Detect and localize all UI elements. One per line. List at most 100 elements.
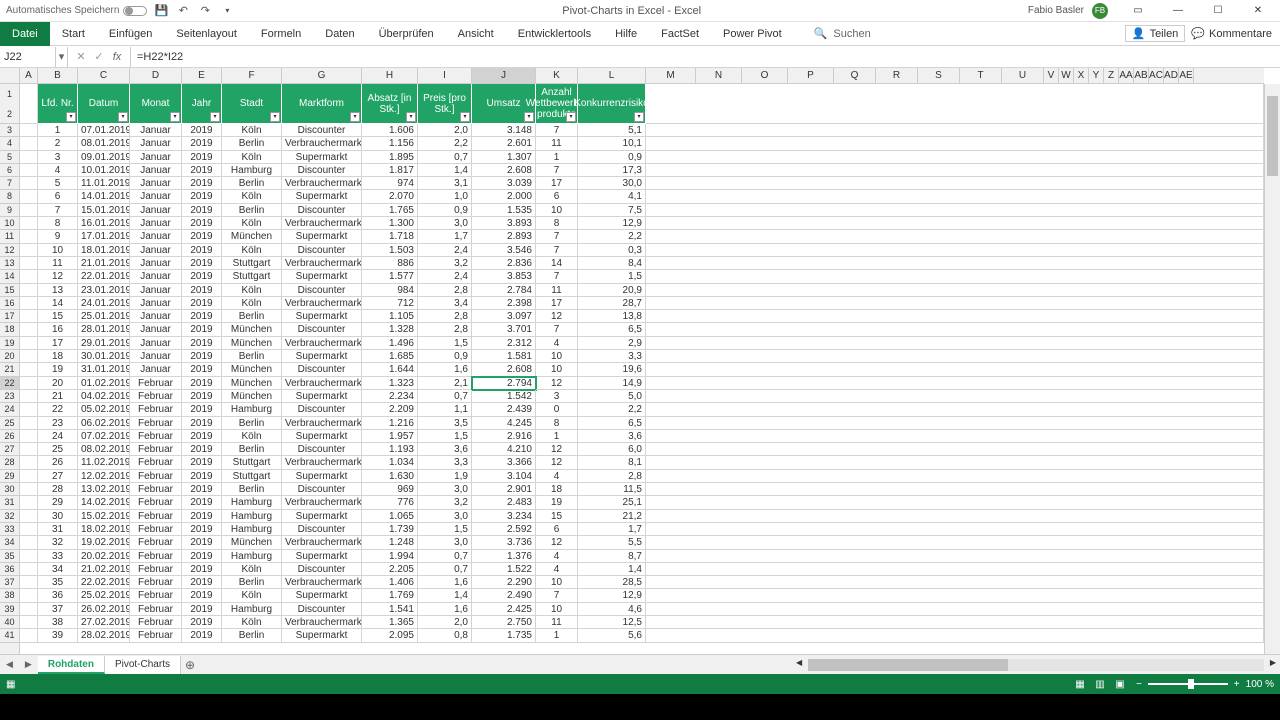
- cell[interactable]: 7: [536, 164, 578, 177]
- cell[interactable]: 28,5: [578, 576, 646, 589]
- cell[interactable]: 2019: [182, 363, 222, 376]
- cell[interactable]: 28.02.2019: [78, 629, 130, 642]
- cell[interactable]: 19.02.2019: [78, 536, 130, 549]
- cell[interactable]: Discounter: [282, 523, 362, 536]
- cell[interactable]: 8: [38, 217, 78, 230]
- cell[interactable]: Köln: [222, 616, 282, 629]
- cell[interactable]: 06.02.2019: [78, 417, 130, 430]
- cell[interactable]: 26: [38, 456, 78, 469]
- cell[interactable]: Supermarkt: [282, 430, 362, 443]
- table-row[interactable]: 1628.01.2019Januar2019MünchenDiscounter1…: [20, 323, 1264, 336]
- cell[interactable]: 2019: [182, 190, 222, 203]
- cell[interactable]: 14.02.2019: [78, 496, 130, 509]
- column-header-F[interactable]: F: [222, 68, 282, 83]
- cell[interactable]: 2019: [182, 390, 222, 403]
- cell[interactable]: 1,4: [578, 563, 646, 576]
- table-header-2[interactable]: Monat▾: [130, 84, 182, 124]
- cell[interactable]: Januar: [130, 124, 182, 137]
- cell[interactable]: Köln: [222, 430, 282, 443]
- cell[interactable]: 2019: [182, 417, 222, 430]
- cell[interactable]: Discounter: [282, 204, 362, 217]
- cell[interactable]: 0,7: [418, 563, 472, 576]
- cell[interactable]: 2019: [182, 350, 222, 363]
- cell[interactable]: 12,9: [578, 217, 646, 230]
- cell[interactable]: 1.522: [472, 563, 536, 576]
- cell[interactable]: 28.01.2019: [78, 323, 130, 336]
- column-header-Q[interactable]: Q: [834, 68, 876, 83]
- cell[interactable]: 19: [38, 363, 78, 376]
- cell[interactable]: 1,9: [418, 470, 472, 483]
- cell[interactable]: 1.248: [362, 536, 418, 549]
- filter-icon[interactable]: ▾: [170, 112, 180, 122]
- cell[interactable]: 1,4: [418, 164, 472, 177]
- table-row[interactable]: 2205.02.2019Februar2019HamburgDiscounter…: [20, 403, 1264, 416]
- ribbon-tab-power pivot[interactable]: Power Pivot: [711, 22, 794, 46]
- cell[interactable]: 12,5: [578, 616, 646, 629]
- filter-icon[interactable]: ▾: [406, 112, 416, 122]
- cell[interactable]: Köln: [222, 297, 282, 310]
- cell[interactable]: 11: [536, 284, 578, 297]
- cell[interactable]: 3.366: [472, 456, 536, 469]
- cell[interactable]: 1.216: [362, 417, 418, 430]
- column-header-T[interactable]: T: [960, 68, 1002, 83]
- cell[interactable]: 12.02.2019: [78, 470, 130, 483]
- cell[interactable]: 3,0: [418, 217, 472, 230]
- cell[interactable]: 1.957: [362, 430, 418, 443]
- cell[interactable]: 3,3: [418, 456, 472, 469]
- cell[interactable]: 2.000: [472, 190, 536, 203]
- cell[interactable]: 712: [362, 297, 418, 310]
- cell[interactable]: 2.398: [472, 297, 536, 310]
- cell[interactable]: 12: [38, 270, 78, 283]
- cell[interactable]: 11: [536, 137, 578, 150]
- row-header-33[interactable]: 33: [0, 523, 19, 536]
- cell[interactable]: 2019: [182, 430, 222, 443]
- cell[interactable]: 25.01.2019: [78, 310, 130, 323]
- comments-button[interactable]: 💬 Kommentare: [1191, 27, 1272, 40]
- cell[interactable]: 37: [38, 603, 78, 616]
- cell[interactable]: 8,7: [578, 550, 646, 563]
- cell[interactable]: 1.994: [362, 550, 418, 563]
- cell[interactable]: 31.01.2019: [78, 363, 130, 376]
- cell[interactable]: Januar: [130, 310, 182, 323]
- cell[interactable]: 28: [38, 483, 78, 496]
- cell[interactable]: 12: [536, 377, 578, 390]
- cell[interactable]: Januar: [130, 270, 182, 283]
- cell[interactable]: 2019: [182, 164, 222, 177]
- table-header-1[interactable]: Datum▾: [78, 84, 130, 124]
- row-header-26[interactable]: 26: [0, 430, 19, 443]
- cell[interactable]: 1.034: [362, 456, 418, 469]
- cell[interactable]: Hamburg: [222, 523, 282, 536]
- cell[interactable]: 18: [38, 350, 78, 363]
- cells-area[interactable]: Lfd. Nr.▾Datum▾Monat▾Jahr▾Stadt▾Marktfor…: [20, 84, 1264, 654]
- cell[interactable]: Köln: [222, 244, 282, 257]
- table-row[interactable]: 614.01.2019Januar2019KölnSupermarkt2.070…: [20, 190, 1264, 203]
- cell[interactable]: Hamburg: [222, 510, 282, 523]
- cell[interactable]: 2.608: [472, 363, 536, 376]
- row-header-39[interactable]: 39: [0, 603, 19, 616]
- cell[interactable]: 6: [536, 190, 578, 203]
- cell[interactable]: Discounter: [282, 483, 362, 496]
- cell[interactable]: 24.01.2019: [78, 297, 130, 310]
- filter-icon[interactable]: ▾: [270, 112, 280, 122]
- cell[interactable]: 01.02.2019: [78, 377, 130, 390]
- cell[interactable]: Discounter: [282, 363, 362, 376]
- table-header-9[interactable]: Anzahl Wettbewerbs-produkte▾: [536, 84, 578, 124]
- cell[interactable]: 886: [362, 257, 418, 270]
- cell[interactable]: 23: [38, 417, 78, 430]
- cell[interactable]: Januar: [130, 164, 182, 177]
- table-row[interactable]: 3625.02.2019Februar2019KölnSupermarkt1.7…: [20, 589, 1264, 602]
- cell[interactable]: Februar: [130, 616, 182, 629]
- cell[interactable]: 3,5: [418, 417, 472, 430]
- cell[interactable]: 2019: [182, 563, 222, 576]
- row-header-1-2[interactable]: 12: [0, 84, 19, 124]
- cell[interactable]: 22.02.2019: [78, 576, 130, 589]
- cell[interactable]: 1: [38, 124, 78, 137]
- cell[interactable]: 10,1: [578, 137, 646, 150]
- cell[interactable]: 6,5: [578, 323, 646, 336]
- cell[interactable]: 2.836: [472, 257, 536, 270]
- cell[interactable]: 1,5: [418, 523, 472, 536]
- row-header-19[interactable]: 19: [0, 337, 19, 350]
- table-row[interactable]: 3320.02.2019Februar2019HamburgSupermarkt…: [20, 550, 1264, 563]
- cell[interactable]: 3.736: [472, 536, 536, 549]
- cell[interactable]: 2019: [182, 244, 222, 257]
